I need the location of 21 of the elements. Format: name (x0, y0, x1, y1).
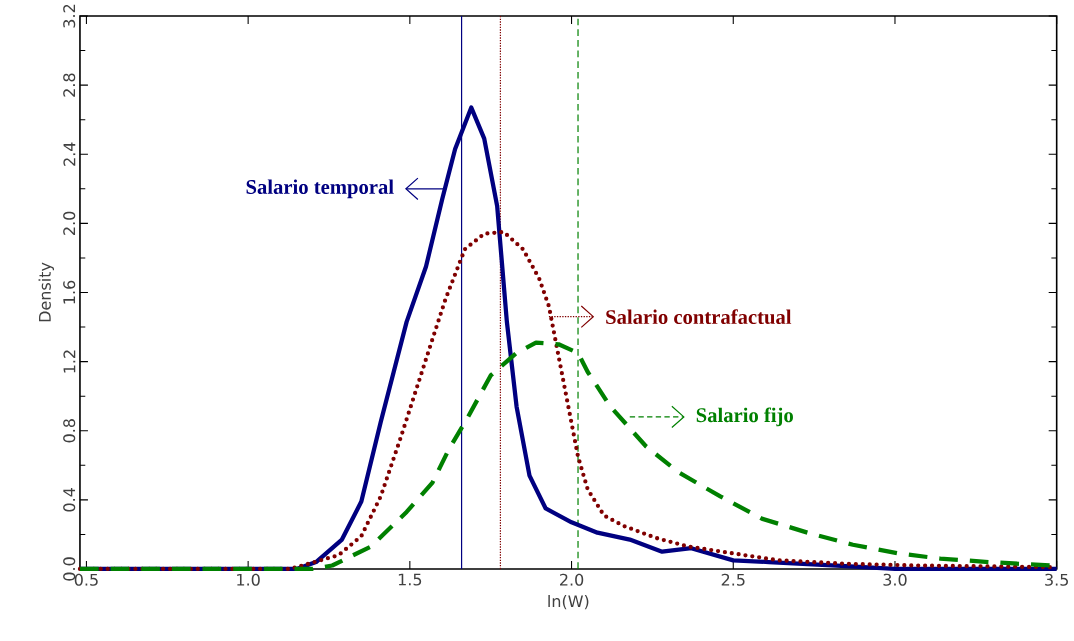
y-tick-label: 2.0 (63, 211, 76, 235)
y-tick-label: 0.0 (63, 557, 76, 581)
legend-label: Salario contrafactual (606, 309, 792, 325)
y-tick-label: 0.8 (63, 419, 76, 443)
x-tick-label: 2.5 (721, 573, 745, 586)
x-tick-label: 0.5 (74, 573, 98, 586)
x-tick-label: 1.5 (398, 573, 422, 586)
y-tick-label: 0.4 (63, 488, 76, 512)
x-axis-title: ln(W) (548, 594, 589, 610)
y-axis-title: Density (38, 262, 54, 322)
y-tick-label: 1.2 (63, 350, 76, 373)
y-tick-label: 2.4 (63, 142, 76, 166)
y-tick-label: 1.6 (63, 280, 76, 304)
y-tick-label: 2.8 (63, 73, 76, 97)
x-tick-label: 3.0 (883, 573, 907, 586)
x-tick-label: 2.0 (560, 573, 584, 586)
legend-label: Salario fijo (696, 407, 793, 427)
y-tick-label: 3.2 (63, 4, 76, 28)
x-tick-label: 1.0 (237, 573, 260, 586)
text: Salario temporal (246, 179, 394, 199)
x-tick-label: 3.5 (1045, 573, 1068, 586)
